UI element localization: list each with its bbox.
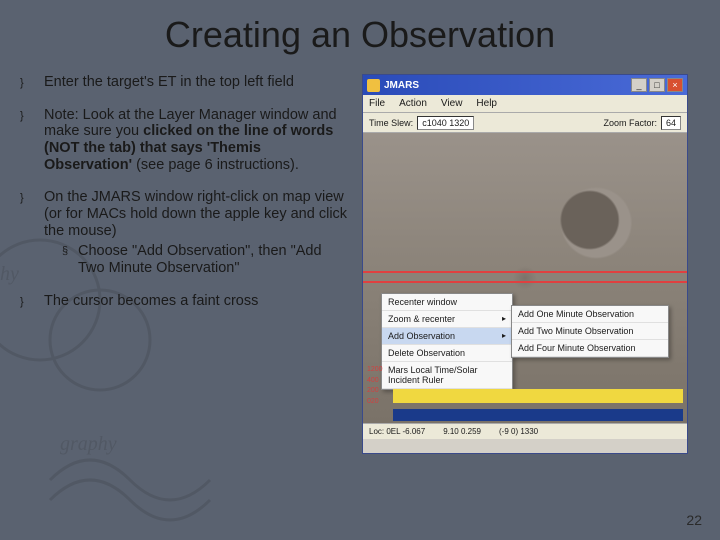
bullet-text: The cursor becomes a faint cross bbox=[44, 293, 350, 310]
sub-two-minute[interactable]: Add Two Minute Observation bbox=[512, 323, 668, 340]
bullet-marker: } bbox=[20, 293, 44, 310]
toolbar: Time Slew: c1040 1320 Zoom Factor: 64 bbox=[363, 113, 687, 133]
ctx-zoom-recenter[interactable]: Zoom & recenter▸ bbox=[382, 311, 512, 328]
strip-scale-labels: 1200 400 200 020 bbox=[367, 365, 383, 407]
status-coord: 9.10 0.259 bbox=[443, 427, 481, 436]
status-loc: Loc: 0EL -6.067 bbox=[369, 427, 425, 436]
time-slew-label: Time Slew: bbox=[369, 118, 413, 128]
bullet-item: } On the JMARS window right-click on map… bbox=[20, 189, 350, 276]
content-row: } Enter the target's ET in the top left … bbox=[0, 56, 720, 454]
jmars-window: JMARS _ □ × File Action View Help Time S… bbox=[362, 74, 688, 454]
bullet-marker: } bbox=[20, 107, 44, 174]
app-icon bbox=[367, 79, 380, 92]
sub-bullet-text: Choose "Add Observation", then "Add Two … bbox=[78, 243, 350, 276]
time-slew-field[interactable]: c1040 1320 bbox=[417, 116, 474, 130]
menu-action[interactable]: Action bbox=[399, 98, 427, 109]
maximize-button[interactable]: □ bbox=[649, 78, 665, 92]
blue-strip bbox=[393, 409, 683, 421]
bullet-item: } Enter the target's ET in the top left … bbox=[20, 74, 350, 91]
window-titlebar: JMARS _ □ × bbox=[363, 75, 687, 95]
status-bar: Loc: 0EL -6.067 9.10 0.259 (-9 0) 1330 bbox=[363, 423, 687, 439]
bullet-item: } Note: Look at the Layer Manager window… bbox=[20, 107, 350, 174]
slide-title: Creating an Observation bbox=[0, 0, 720, 56]
sub-bullet-marker: § bbox=[62, 243, 78, 276]
zoom-label: Zoom Factor: bbox=[603, 118, 657, 128]
status-time: (-9 0) 1330 bbox=[499, 427, 538, 436]
menu-help[interactable]: Help bbox=[476, 98, 497, 109]
menu-file[interactable]: File bbox=[369, 98, 385, 109]
menu-view[interactable]: View bbox=[441, 98, 463, 109]
sub-one-minute[interactable]: Add One Minute Observation bbox=[512, 306, 668, 323]
bullet-marker: } bbox=[20, 189, 44, 276]
close-button[interactable]: × bbox=[667, 78, 683, 92]
zoom-field[interactable]: 64 bbox=[661, 116, 681, 130]
bullet-item: } The cursor becomes a faint cross bbox=[20, 293, 350, 310]
bullet-text: Enter the target's ET in the top left fi… bbox=[44, 74, 350, 91]
map-view[interactable]: Recenter window Zoom & recenter▸ Add Obs… bbox=[363, 133, 687, 423]
window-buttons: _ □ × bbox=[631, 78, 683, 92]
context-menu: Recenter window Zoom & recenter▸ Add Obs… bbox=[381, 293, 513, 390]
menubar: File Action View Help bbox=[363, 95, 687, 113]
bullet-text: Note: Look at the Layer Manager window a… bbox=[44, 107, 350, 174]
track-line bbox=[363, 271, 687, 273]
sub-four-minute[interactable]: Add Four Minute Observation bbox=[512, 340, 668, 357]
window-title: JMARS bbox=[384, 80, 627, 91]
ctx-add-observation[interactable]: Add Observation▸ bbox=[382, 328, 512, 345]
screenshot-panel: JMARS _ □ × File Action View Help Time S… bbox=[362, 74, 688, 454]
ctx-ruler[interactable]: Mars Local Time/Solar Incident Ruler bbox=[382, 362, 512, 389]
bullet-list: } Enter the target's ET in the top left … bbox=[20, 74, 350, 454]
bullet-text: On the JMARS window right-click on map v… bbox=[44, 189, 350, 276]
bullet-marker: } bbox=[20, 74, 44, 91]
track-line bbox=[363, 281, 687, 283]
add-obs-submenu: Add One Minute Observation Add Two Minut… bbox=[511, 305, 669, 358]
page-number: 22 bbox=[686, 512, 702, 528]
ctx-delete-observation[interactable]: Delete Observation bbox=[382, 345, 512, 362]
yellow-strip bbox=[393, 389, 683, 403]
ctx-recenter[interactable]: Recenter window bbox=[382, 294, 512, 311]
minimize-button[interactable]: _ bbox=[631, 78, 647, 92]
bullet-main-text: On the JMARS window right-click on map v… bbox=[44, 189, 347, 238]
sub-bullet: § Choose "Add Observation", then "Add Tw… bbox=[62, 243, 350, 276]
